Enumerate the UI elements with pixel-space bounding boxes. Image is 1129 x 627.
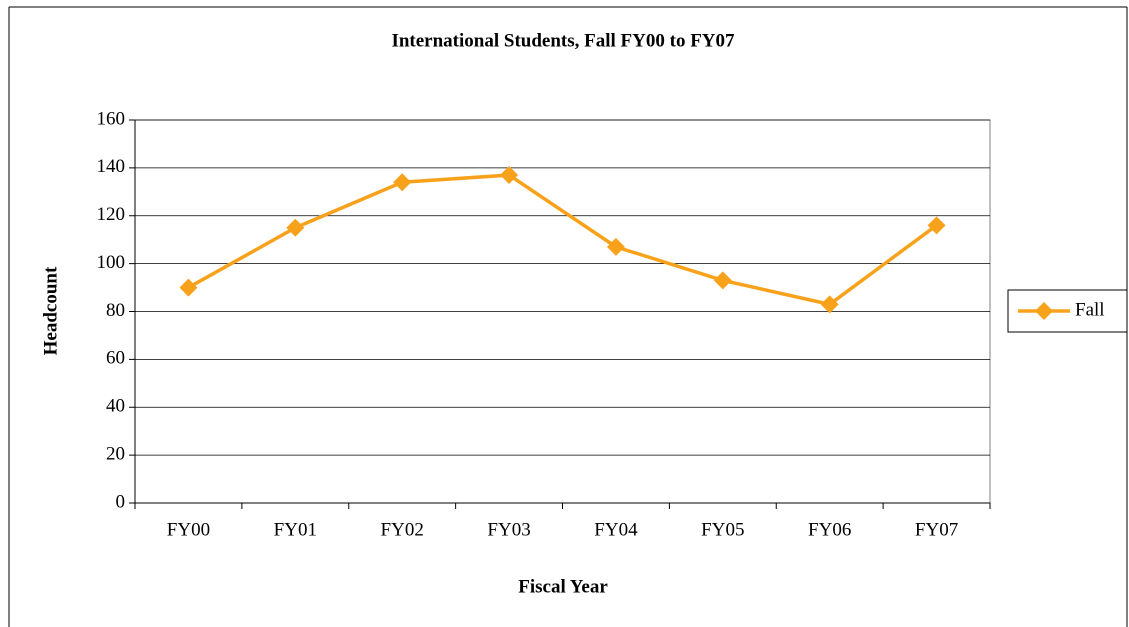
point-marker bbox=[500, 166, 519, 185]
y-tick-label: 160 bbox=[97, 108, 126, 129]
y-tick-label: 140 bbox=[97, 156, 126, 177]
chart-title: International Students, Fall FY00 to FY0… bbox=[391, 30, 735, 51]
point-marker bbox=[927, 216, 946, 235]
y-tick-label: 100 bbox=[97, 252, 126, 273]
x-tick-label: FY02 bbox=[381, 519, 424, 540]
y-tick-label: 40 bbox=[106, 396, 125, 417]
y-tick-label: 80 bbox=[106, 300, 125, 321]
x-tick-label: FY06 bbox=[808, 519, 851, 540]
x-tick-label: FY03 bbox=[487, 519, 530, 540]
point-marker bbox=[286, 218, 305, 237]
y-axis-title: Headcount bbox=[40, 266, 61, 355]
x-tick-label: FY05 bbox=[701, 519, 744, 540]
point-marker bbox=[713, 271, 732, 290]
x-tick-label: FY00 bbox=[167, 519, 210, 540]
y-tick-label: 60 bbox=[106, 348, 125, 369]
x-tick-label: FY01 bbox=[274, 519, 317, 540]
x-tick-label: FY04 bbox=[594, 519, 638, 540]
x-axis-title: Fiscal Year bbox=[518, 576, 608, 597]
x-tick-label: FY07 bbox=[915, 519, 958, 540]
y-tick-label: 120 bbox=[97, 204, 126, 225]
y-tick-label: 20 bbox=[106, 443, 125, 464]
point-marker bbox=[606, 237, 625, 256]
point-marker bbox=[393, 173, 412, 192]
series-line bbox=[187, 173, 938, 307]
y-tick-label: 0 bbox=[116, 491, 126, 512]
point-marker bbox=[179, 278, 198, 297]
legend-marker bbox=[1035, 302, 1053, 320]
legend-label: Fall bbox=[1075, 299, 1105, 320]
point-marker bbox=[820, 295, 839, 314]
